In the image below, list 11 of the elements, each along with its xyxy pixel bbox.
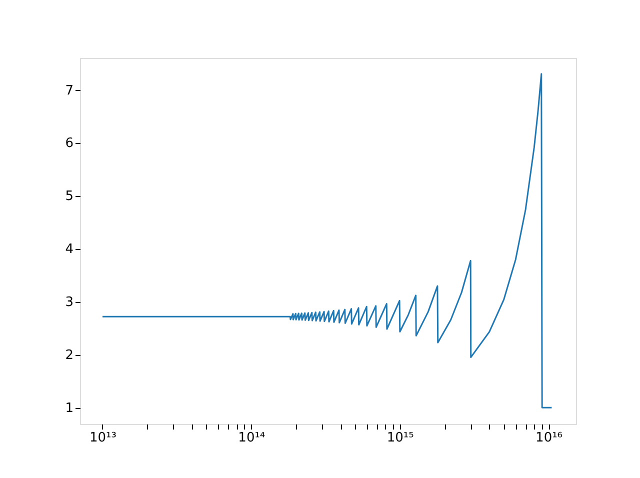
x-tick-label: 10¹⁴: [238, 430, 266, 446]
x-tick-label: 10¹³: [89, 430, 116, 446]
y-tick-label: 3: [65, 295, 74, 310]
y-tick-label: 7: [65, 83, 74, 98]
y-tick-label: 6: [65, 136, 74, 152]
y-tick-label: 5: [65, 189, 74, 204]
y-tick-label: 1: [65, 401, 74, 416]
x-tick-label: 10¹⁵: [386, 430, 414, 446]
y-tick-label: 2: [65, 348, 74, 364]
y-tick-label: 4: [65, 242, 74, 258]
x-tick-label: 10¹⁶: [536, 430, 563, 446]
